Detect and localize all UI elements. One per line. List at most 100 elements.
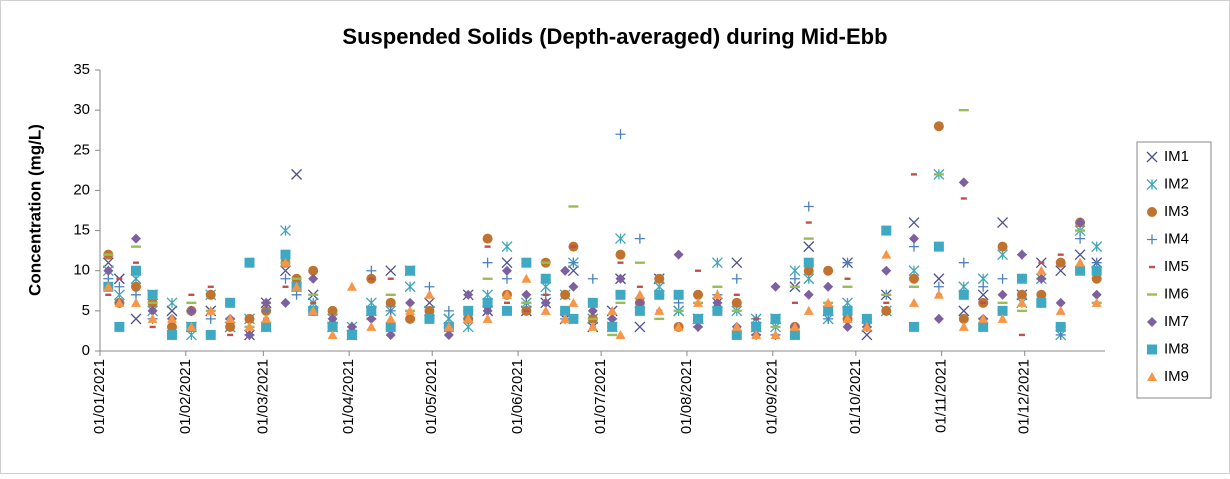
legend-label: IM4: [1164, 230, 1189, 247]
marker-dash: [130, 245, 141, 248]
marker-diamond: [103, 265, 114, 276]
marker-diamond: [560, 265, 571, 276]
marker-dash: [654, 317, 665, 321]
marker-triangle: [842, 313, 853, 323]
marker-plus: [803, 201, 814, 212]
marker-triangle: [501, 289, 512, 299]
marker-diamond: [958, 177, 969, 188]
marker-dash: [753, 317, 760, 321]
marker-square: [803, 257, 814, 268]
marker-dash: [636, 285, 643, 288]
marker-diamond: [615, 273, 626, 284]
marker-star: [615, 233, 626, 245]
marker-dash: [910, 173, 917, 176]
marker-triangle: [205, 305, 216, 315]
marker-dash: [291, 277, 302, 280]
marker-dash: [733, 293, 740, 296]
marker-diamond: [568, 281, 579, 292]
marker-dash: [712, 285, 723, 288]
marker-plus: [978, 281, 989, 292]
marker-square: [244, 257, 255, 268]
marker-circle: [1147, 207, 1157, 217]
marker-dash: [842, 285, 853, 288]
marker-triangle: [225, 313, 236, 323]
marker-dash: [1149, 265, 1155, 269]
marker-plus: [366, 265, 377, 276]
marker-triangle: [770, 329, 781, 339]
marker-diamond: [186, 305, 197, 316]
marker-square: [568, 313, 579, 324]
marker-triangle: [244, 321, 255, 331]
marker-diamond: [673, 249, 684, 260]
marker-dash: [282, 285, 289, 288]
marker-diamond: [881, 265, 892, 276]
marker-circle: [615, 249, 626, 260]
marker-square: [823, 305, 834, 316]
marker-diamond: [327, 313, 338, 324]
marker-plus: [114, 281, 125, 292]
marker-square: [731, 329, 742, 340]
marker-diamond: [147, 305, 158, 316]
marker-square: [166, 329, 177, 340]
legend-label: IM2: [1164, 175, 1189, 192]
marker-circle: [731, 297, 742, 308]
marker-triangle: [166, 313, 177, 323]
marker-diamond: [280, 297, 291, 308]
marker-triangle: [1091, 297, 1102, 307]
marker-dash: [186, 301, 197, 305]
marker-circle: [225, 321, 236, 332]
marker-square: [842, 305, 853, 316]
marker-dash: [617, 261, 624, 264]
marker-plus: [842, 257, 853, 268]
marker-diamond: [770, 281, 781, 292]
marker-diamond: [634, 297, 645, 308]
marker-circle: [130, 281, 141, 292]
marker-diamond: [803, 289, 814, 300]
marker-dash: [132, 261, 139, 264]
marker-circle: [1016, 289, 1027, 300]
marker-dash: [587, 317, 598, 321]
marker-plus: [1075, 233, 1086, 244]
marker-dash: [105, 293, 112, 296]
marker-x: [1146, 151, 1158, 163]
marker-x: [501, 257, 513, 269]
marker-x: [280, 265, 291, 277]
marker-circle: [881, 305, 892, 316]
marker-triangle: [463, 313, 474, 323]
marker-dash: [521, 301, 532, 305]
marker-dash: [116, 277, 123, 280]
marker-triangle: [130, 297, 141, 307]
marker-triangle: [978, 313, 989, 323]
y-tick-label: 5: [82, 302, 90, 319]
marker-circle: [244, 313, 255, 324]
marker-dash: [103, 253, 114, 256]
marker-dash: [1018, 333, 1025, 337]
marker-dash: [1057, 253, 1064, 256]
marker-square: [366, 305, 377, 316]
marker-square: [789, 329, 800, 340]
marker-triangle: [587, 321, 598, 331]
marker-dash: [310, 301, 317, 305]
marker-triangle: [540, 305, 551, 315]
marker-dash: [958, 108, 969, 112]
marker-dash: [770, 325, 781, 329]
marker-triangle: [908, 297, 919, 307]
marker-diamond: [693, 321, 704, 332]
marker-square: [908, 321, 919, 332]
marker-dash: [308, 293, 319, 296]
x-tick-label: 01/03/2021: [254, 359, 271, 434]
marker-square: [346, 329, 357, 340]
legend-box: [1136, 141, 1212, 399]
marker-triangle: [327, 329, 338, 339]
marker-x: [291, 168, 303, 180]
marker-dash: [933, 173, 944, 176]
marker-dash: [387, 277, 394, 280]
x-tick-label: 01/11/2021: [933, 359, 950, 433]
marker-triangle: [405, 305, 416, 315]
marker-x: [1074, 249, 1086, 261]
marker-dash: [960, 197, 967, 200]
marker-diamond: [463, 289, 474, 300]
marker-diamond: [712, 297, 723, 308]
marker-triangle: [789, 321, 800, 331]
